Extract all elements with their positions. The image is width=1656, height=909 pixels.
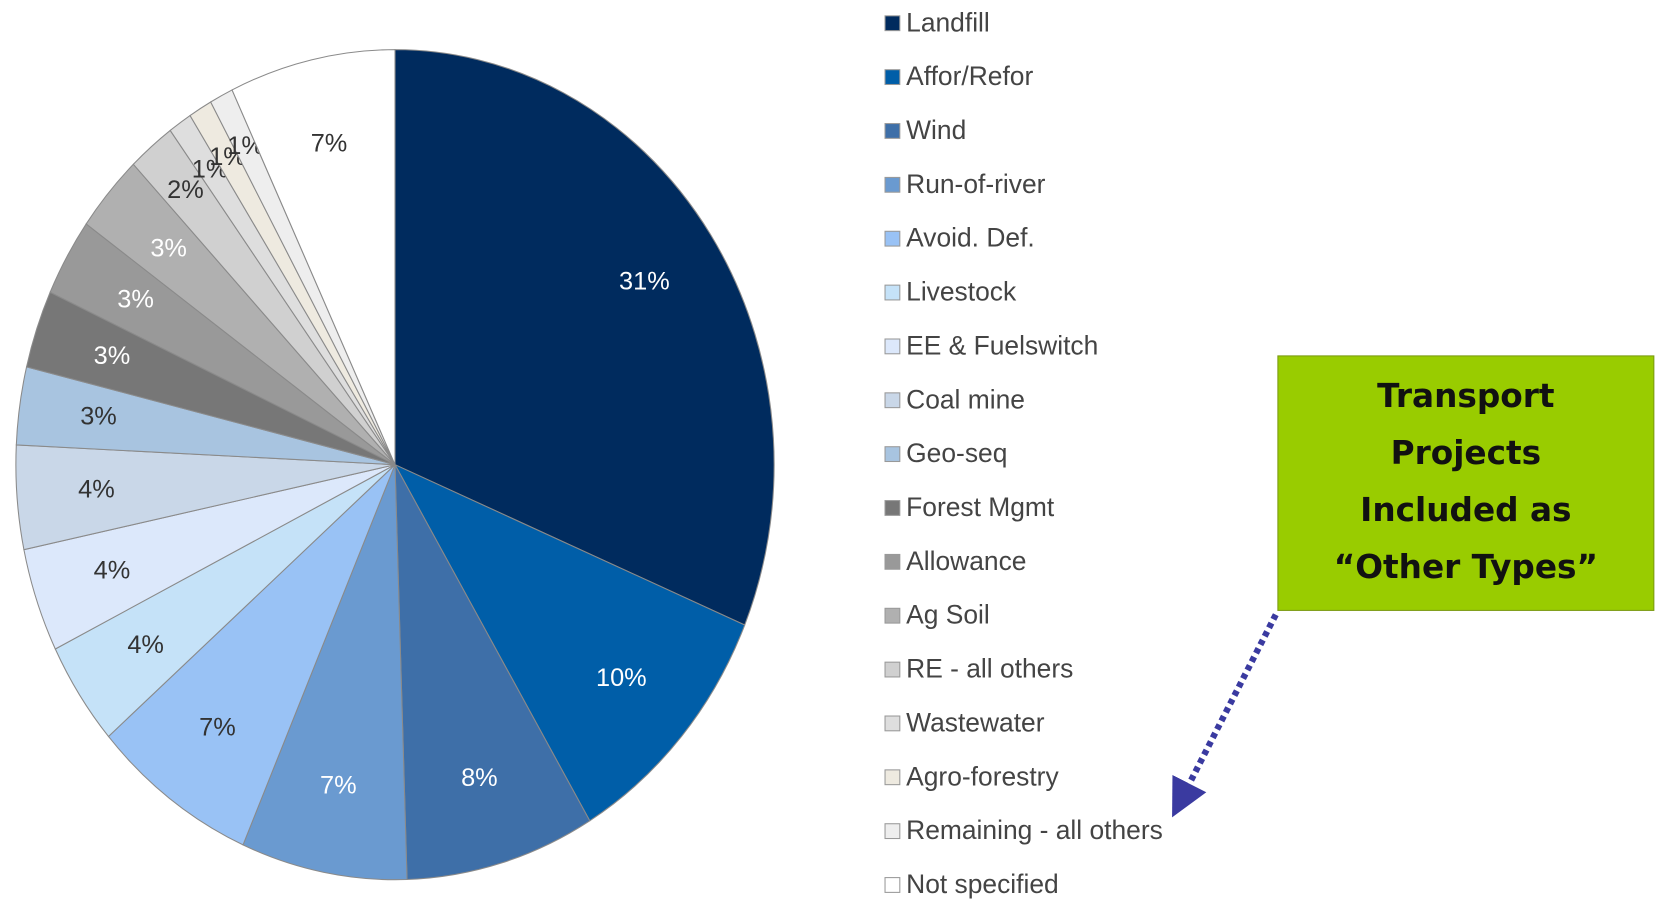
legend-swatch: [884, 877, 901, 893]
data-label: 3%: [117, 285, 154, 313]
data-label: 8%: [461, 764, 498, 792]
annotation-text: “Other Types”: [1334, 548, 1598, 586]
annotation: Transport Projects Included as “Other Types…: [1334, 377, 1598, 586]
legend-swatch: [884, 338, 901, 355]
legend-label: Livestock: [906, 277, 1017, 307]
legend-label: RE - all others: [906, 654, 1073, 684]
data-label: 7%: [311, 130, 348, 158]
legend: Landfill Affor/Refor Wind Run-of-river Avoid…: [884, 7, 1163, 899]
legend-swatch: [884, 69, 901, 86]
legend-swatch: [884, 15, 901, 32]
data-label: 4%: [94, 557, 131, 585]
legend-label: Affor/Refor: [906, 61, 1033, 91]
legend-swatch: [884, 823, 901, 840]
legend-swatch: [884, 553, 901, 570]
legend-label: Run-of-river: [906, 169, 1046, 199]
pie-slice: [107, 464, 396, 846]
data-label: 3%: [150, 235, 187, 263]
legend-label: Allowance: [906, 546, 1026, 576]
legend-label: Landfill: [906, 7, 990, 37]
data-label: 3%: [80, 403, 117, 431]
legend-swatch: [884, 769, 901, 786]
legend-label: Wind: [906, 115, 966, 145]
pie-slice: [394, 464, 591, 881]
annotation-arrow: [1172, 613, 1279, 818]
legend-label: Avoid. Def.: [906, 223, 1035, 253]
data-label: 3%: [94, 342, 131, 370]
annotation-box: [1277, 355, 1655, 611]
legend-swatch: [884, 500, 901, 516]
legend-label: Ag Soil: [906, 600, 990, 630]
pie-slice: [394, 49, 775, 626]
data-label: 31%: [619, 268, 670, 296]
annotation-text: Transport: [1377, 377, 1554, 415]
pie-slice: [393, 463, 746, 822]
pie: 31%10%8%7%7%4%4%4%3%3%3%3%2%1%1%1% 7%: [15, 49, 775, 881]
data-label: 7%: [320, 771, 357, 799]
legend-label: Not specified: [906, 869, 1059, 899]
legend-label: Geo-seq: [906, 438, 1007, 468]
legend-swatch: [884, 284, 901, 301]
data-label: 4%: [127, 631, 164, 659]
legend-label: Wastewater: [906, 707, 1045, 737]
legend-swatch: [884, 392, 901, 409]
legend-label: Coal mine: [906, 384, 1025, 414]
pie-slice: [242, 464, 408, 881]
annotation-text: Projects: [1391, 434, 1542, 472]
legend-swatch: [884, 661, 901, 678]
legend-label: Agro-forestry: [906, 761, 1059, 791]
legend-swatch: [884, 230, 901, 247]
legend-swatch: [884, 607, 901, 624]
legend-swatch: [884, 123, 901, 139]
pie-slice: [231, 49, 396, 465]
legend-swatch: [884, 715, 901, 732]
legend-swatch: [884, 446, 901, 463]
legend-label: EE & Fuelswitch: [906, 330, 1098, 360]
data-label: 10%: [596, 664, 647, 692]
data-label: 7%: [199, 713, 236, 741]
annotation-text: Included as: [1360, 491, 1571, 529]
legend-swatch: [884, 176, 901, 193]
data-label: 2%: [167, 176, 204, 204]
legend-label: Remaining - all others: [906, 815, 1163, 845]
legend-label: Forest Mgmt: [906, 492, 1055, 522]
data-label: 4%: [78, 475, 115, 503]
